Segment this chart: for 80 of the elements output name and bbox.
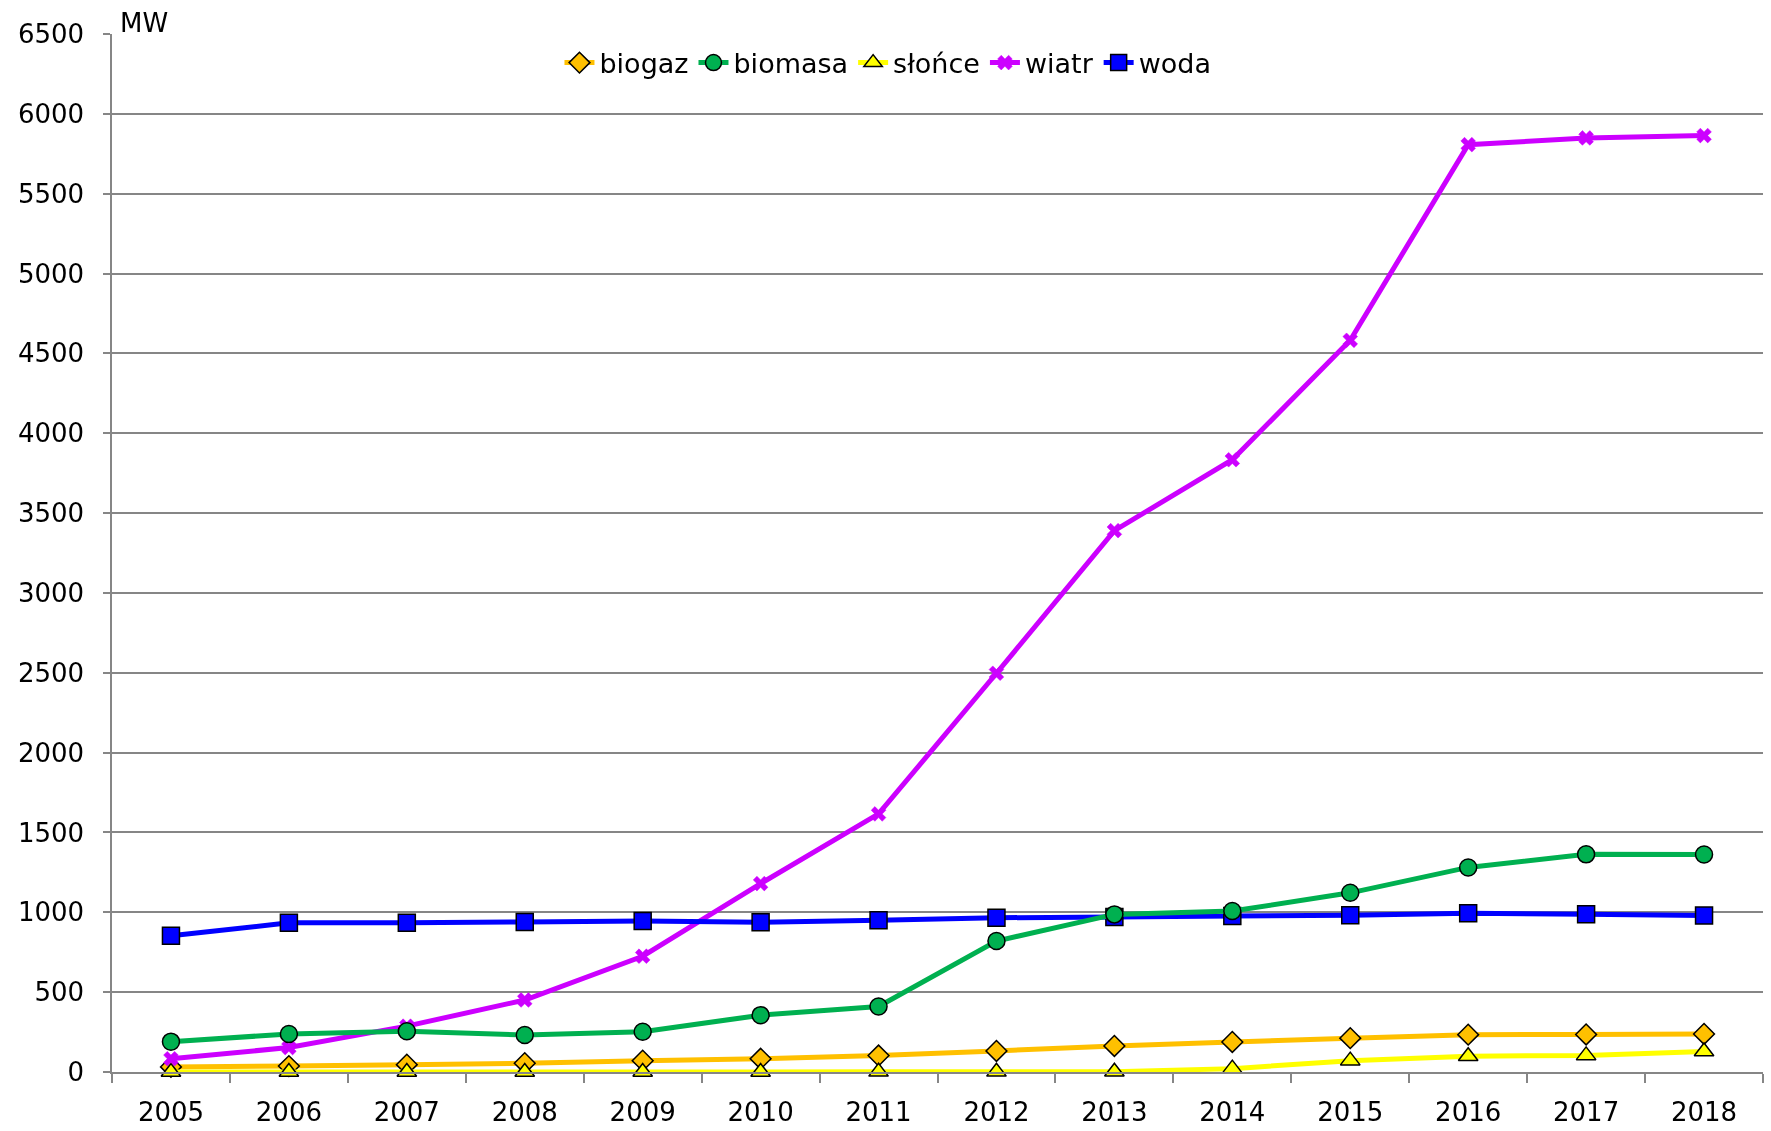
x-tick-label: 2006 [255, 1096, 322, 1127]
x-tick-label: 2015 [1317, 1096, 1384, 1127]
y-tick-label: 1500 [17, 817, 85, 848]
y-tick-label: 2500 [17, 657, 85, 688]
point [987, 931, 1006, 951]
point [1578, 130, 1594, 146]
x-tick-label: 2016 [1435, 1096, 1502, 1127]
point [1103, 1034, 1126, 1058]
point [1694, 906, 1714, 925]
legend-label: wiatr [1024, 48, 1094, 80]
point [161, 1032, 181, 1051]
point [985, 1039, 1008, 1063]
point [1694, 845, 1714, 864]
point [515, 912, 534, 932]
point [1458, 904, 1478, 923]
legend-label: woda [1138, 48, 1211, 80]
point [633, 911, 652, 931]
point [161, 926, 181, 946]
y-tick-label: 6500 [17, 19, 85, 50]
y-tick-label: 2000 [17, 737, 85, 768]
y-axis-title: MW [120, 8, 169, 38]
x-tick-label: 2005 [137, 1096, 205, 1127]
point [988, 665, 1005, 681]
x-tick-label: 2017 [1553, 1096, 1620, 1127]
point [1696, 127, 1712, 144]
point [1106, 523, 1122, 539]
point [1692, 1022, 1716, 1046]
point [281, 1039, 297, 1056]
y-tick-label: 5500 [17, 178, 85, 209]
point [869, 997, 888, 1016]
point [397, 913, 417, 933]
x-tick-label: 2018 [1670, 1096, 1738, 1127]
x-tick-label: 2010 [727, 1096, 794, 1127]
x-tick-label: 2012 [963, 1096, 1030, 1127]
point [517, 992, 533, 1008]
legend-label: słońce [893, 48, 980, 80]
point [1223, 901, 1242, 921]
point [1221, 1030, 1244, 1054]
point [1341, 883, 1360, 903]
y-tick-label: 5000 [17, 258, 85, 289]
x-tick-label: 2008 [491, 1096, 558, 1127]
point [279, 1024, 299, 1044]
point [1460, 137, 1476, 153]
y-tick-label: 3000 [17, 578, 85, 609]
point [1342, 332, 1358, 348]
x-tick-label: 2007 [373, 1096, 440, 1127]
point [869, 910, 888, 930]
point [870, 806, 887, 822]
point [987, 908, 1006, 927]
y-tick-label: 3500 [17, 498, 85, 529]
x-tick-label: 2009 [609, 1096, 676, 1127]
point [279, 913, 299, 933]
point [867, 1044, 890, 1067]
point [1576, 845, 1596, 864]
y-tick-label: 0 [67, 1057, 85, 1088]
point [1574, 1023, 1598, 1046]
point [751, 913, 770, 932]
x-tick-label: 2011 [845, 1096, 912, 1127]
point [753, 875, 769, 892]
point [1458, 858, 1478, 877]
y-tick-label: 500 [34, 977, 85, 1008]
y-tick-label: 1000 [17, 897, 85, 928]
y-tick-label: 4000 [17, 418, 85, 449]
point [751, 1005, 770, 1025]
point [633, 1022, 652, 1041]
point [515, 1025, 534, 1045]
x-tick-label: 2013 [1081, 1096, 1148, 1127]
point [1576, 904, 1596, 924]
point [635, 948, 651, 964]
point [397, 1022, 417, 1041]
point [1339, 1027, 1362, 1050]
legend-label: biomasa [733, 48, 849, 80]
legend-label: biogaz [599, 48, 689, 80]
point [163, 1051, 179, 1067]
point [1341, 906, 1360, 925]
point [1224, 452, 1240, 468]
y-tick-label: 4500 [17, 338, 85, 369]
point [1457, 1023, 1480, 1046]
y-tick-label: 6000 [17, 98, 85, 129]
x-tick-label: 2014 [1199, 1096, 1266, 1127]
